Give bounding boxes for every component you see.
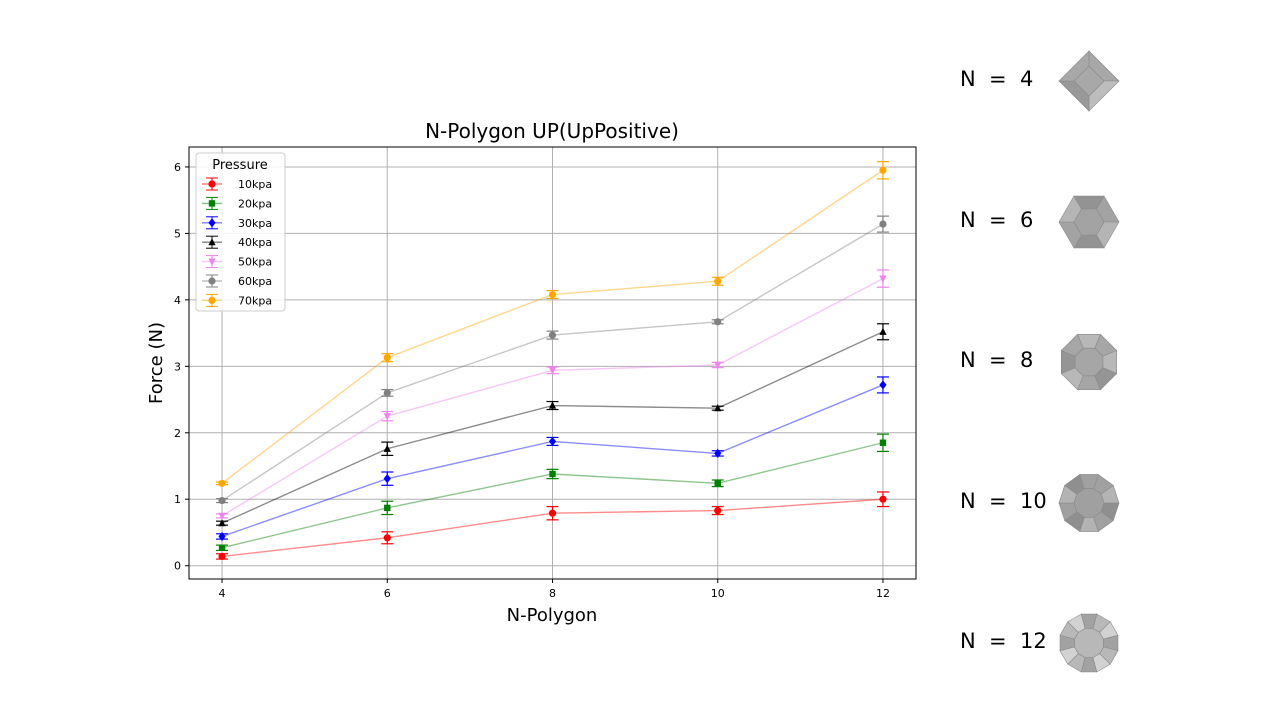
legend: Pressure 10kpa 20kpa 30kpa 40kpa 50kpa 60kpa 7…	[195, 152, 286, 312]
x-axis-ticks: 4 6 8 10 12	[219, 579, 890, 600]
data-point-40kpa	[383, 444, 391, 452]
data-point-70kpa	[879, 166, 887, 174]
polygon-top-face	[1074, 347, 1104, 377]
data-point-50kpa	[879, 275, 887, 283]
legend-item-60kpa: 60kpa	[202, 274, 272, 288]
data-point-30kpa	[548, 436, 557, 447]
legend-label: 60kpa	[238, 275, 272, 288]
shape-label-n4: N = 4	[960, 67, 1034, 91]
legend-title: Pressure	[212, 158, 268, 173]
x-tick-label: 12	[876, 587, 890, 600]
legend-item-70kpa: 70kpa	[202, 293, 272, 307]
polygon-8-icon	[1060, 333, 1118, 391]
shape-label-n6: N = 6	[960, 207, 1034, 232]
x-tick-label: 8	[549, 587, 556, 600]
data-point-10kpa	[714, 506, 722, 515]
shape-label-n8: N = 8	[960, 348, 1034, 372]
data-point-20kpa	[218, 544, 226, 551]
data-point-10kpa	[383, 534, 391, 542]
x-tick-label: 4	[219, 587, 226, 600]
legend-box	[195, 152, 286, 312]
data-point-40kpa	[879, 327, 887, 335]
polygon-6-icon	[1058, 194, 1120, 249]
data-point-40kpa	[714, 404, 722, 412]
legend-label: 10kpa	[238, 178, 272, 191]
shape-label-n10: N = 10	[960, 488, 1047, 513]
y-tick-label: 0	[174, 560, 181, 573]
legend-item-30kpa: 30kpa	[202, 216, 272, 230]
legend-marker	[208, 180, 216, 188]
polygon-top-face	[1073, 208, 1105, 235]
shape-label-n12: N = 12	[960, 629, 1047, 653]
data-point-10kpa	[218, 552, 226, 561]
data-point-70kpa	[714, 277, 722, 285]
y-tick-label: 4	[174, 294, 181, 307]
x-tick-label: 6	[384, 587, 391, 600]
data-point-70kpa	[548, 290, 557, 299]
legend-item-50kpa: 50kpa	[202, 255, 272, 269]
data-point-70kpa	[218, 479, 226, 487]
data-point-30kpa	[218, 531, 226, 542]
legend-marker	[208, 296, 216, 304]
legend-marker	[208, 218, 216, 228]
data-markers	[218, 166, 887, 561]
polygon-top-face	[1073, 65, 1105, 97]
legend-item-20kpa: 20kpa	[202, 196, 272, 210]
legend-label: 70kpa	[238, 294, 272, 307]
legend-item-10kpa: 10kpa	[202, 177, 272, 191]
polygon-top-face	[1073, 487, 1105, 518]
data-point-60kpa	[383, 389, 391, 397]
data-point-50kpa	[548, 367, 557, 375]
data-point-10kpa	[548, 509, 557, 517]
legend-label: 40kpa	[238, 236, 272, 249]
data-point-50kpa	[714, 361, 722, 370]
x-axis-label: N-Polygon	[507, 605, 598, 626]
legend-item-40kpa: 40kpa	[202, 235, 272, 249]
data-point-60kpa	[548, 331, 557, 339]
data-point-60kpa	[714, 318, 722, 326]
y-tick-label: 5	[174, 227, 181, 240]
y-axis-label: Force (N)	[146, 322, 167, 404]
data-point-30kpa	[714, 448, 722, 458]
legend-marker	[208, 277, 216, 285]
data-point-20kpa	[714, 480, 721, 487]
chart-title: N-Polygon UP(UpPositive)	[425, 119, 679, 143]
polygon-top-face	[1074, 628, 1104, 658]
legend-marker	[208, 258, 216, 266]
legend-marker	[208, 200, 216, 207]
data-point-60kpa	[218, 496, 226, 505]
data-point-40kpa	[548, 401, 557, 409]
data-point-20kpa	[879, 439, 887, 446]
data-point-10kpa	[879, 495, 887, 503]
legend-marker	[208, 238, 216, 246]
data-point-20kpa	[384, 504, 391, 512]
data-point-30kpa	[879, 380, 887, 390]
legend-label: 20kpa	[238, 197, 272, 210]
y-tick-label: 3	[174, 360, 181, 373]
y-tick-label: 1	[174, 493, 181, 506]
legend-label: 50kpa	[238, 256, 272, 269]
data-point-40kpa	[218, 519, 226, 527]
y-axis-ticks: 0 1 2 3 4 5 6	[174, 161, 189, 573]
data-point-60kpa	[879, 220, 887, 228]
data-point-20kpa	[549, 470, 556, 478]
polygon-10-icon	[1058, 473, 1120, 532]
y-tick-label: 2	[174, 427, 181, 440]
x-tick-label: 10	[711, 587, 725, 600]
polygon-12-icon	[1059, 613, 1119, 673]
data-point-50kpa	[218, 512, 226, 520]
data-point-70kpa	[383, 354, 391, 362]
legend-label: 30kpa	[238, 217, 272, 230]
y-tick-label: 6	[174, 161, 181, 174]
data-point-30kpa	[383, 474, 391, 484]
data-point-50kpa	[383, 413, 391, 421]
legend-items: 10kpa 20kpa 30kpa 40kpa 50kpa 60kpa 70kpa	[202, 177, 272, 307]
polygon-4-icon	[1058, 50, 1120, 112]
